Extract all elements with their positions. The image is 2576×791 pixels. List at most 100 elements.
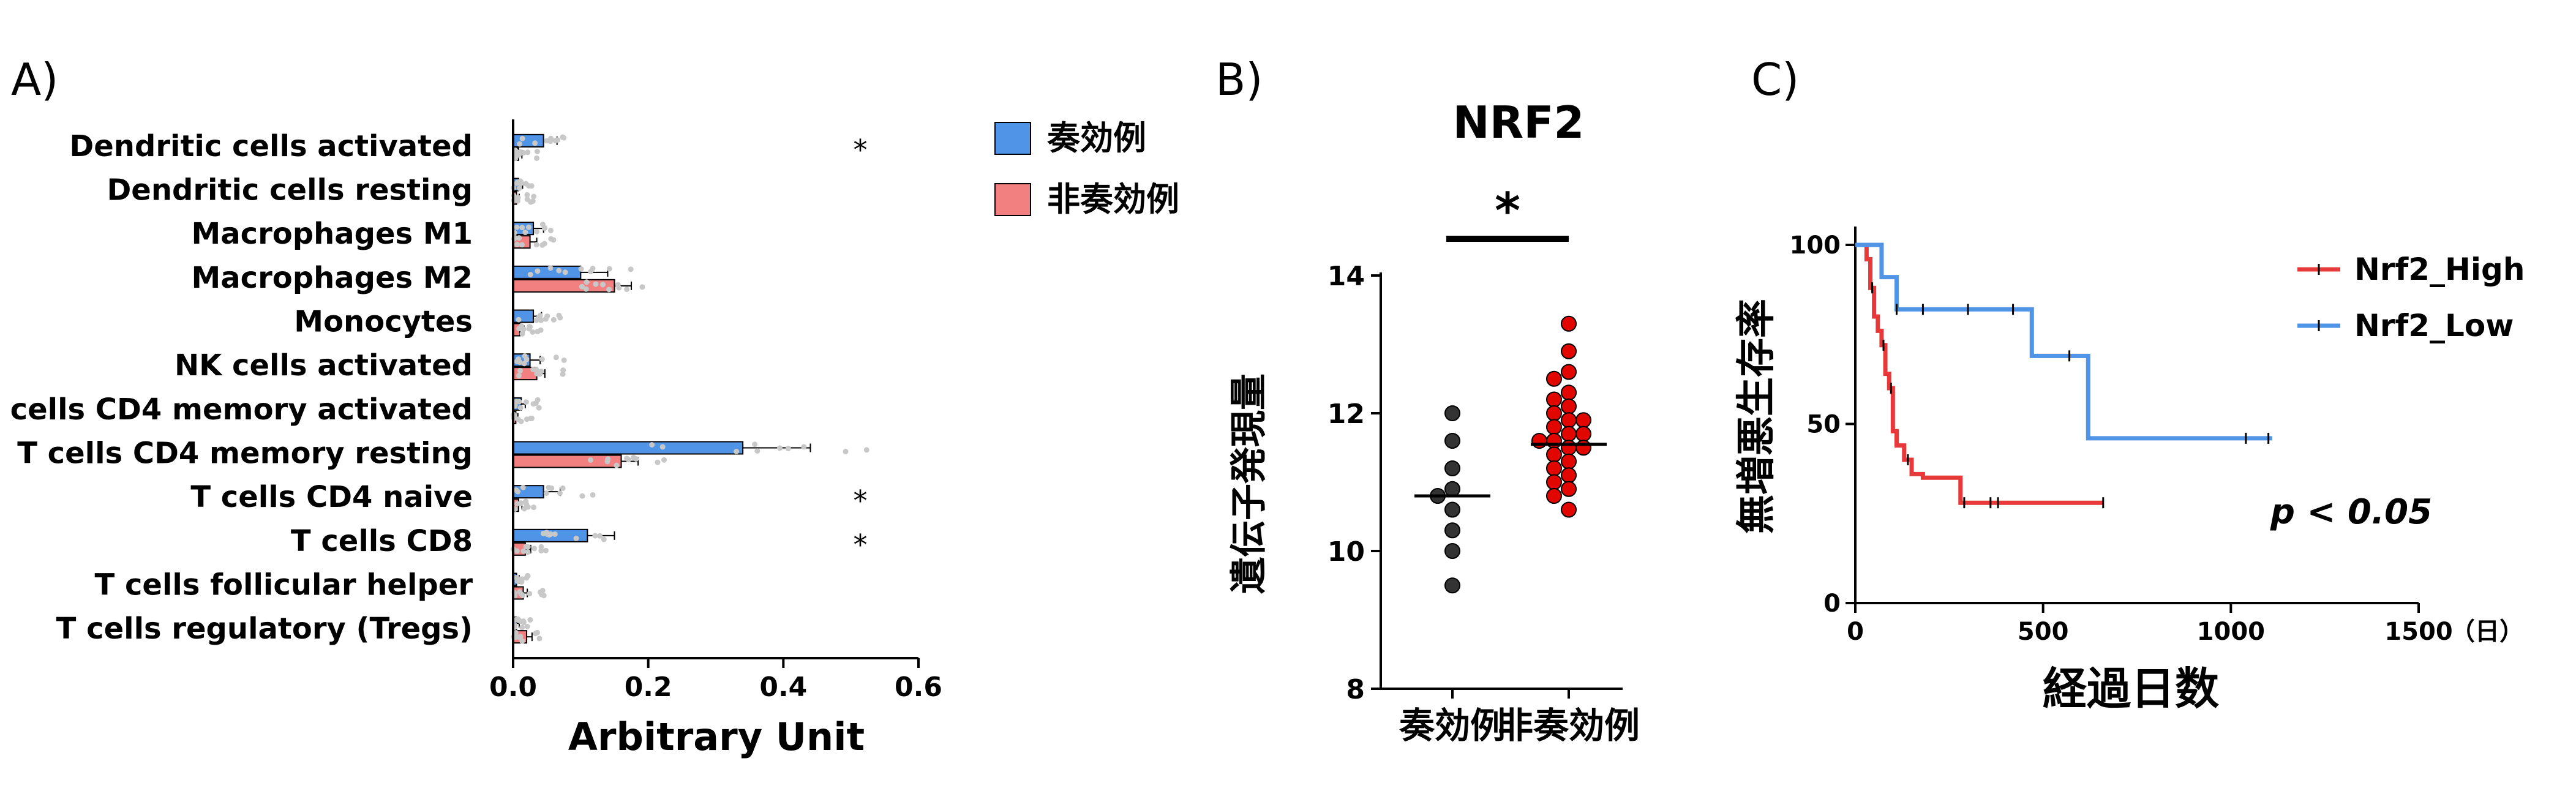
sample-dot (513, 154, 519, 160)
sample-dot (649, 441, 655, 448)
sample-dot (514, 501, 520, 507)
category-label: T cells regulatory (Tregs) (56, 612, 473, 646)
data-point (1546, 419, 1562, 435)
sample-dot (752, 441, 758, 448)
sample-dot (530, 198, 536, 204)
sample-dot (517, 634, 524, 640)
bar (513, 279, 615, 293)
sample-dot (525, 504, 531, 510)
sample-dot (517, 141, 523, 147)
legend-label: 非奏効例 (1047, 180, 1179, 219)
sample-dot (524, 623, 530, 629)
sample-dot (513, 399, 519, 405)
sample-dot (659, 444, 666, 450)
panel-label-c: C) (1751, 54, 1799, 105)
sample-dot (552, 531, 558, 537)
sample-dot (534, 228, 540, 234)
sample-dot (514, 578, 520, 584)
sample-dot (535, 329, 541, 335)
category-label: T cells follicular helper (95, 568, 473, 602)
sample-dot (523, 544, 529, 550)
sample-dot (522, 499, 528, 505)
survival-curve (1855, 242, 2103, 505)
sample-dot (547, 227, 554, 233)
data-point (1561, 364, 1577, 380)
sample-dot (519, 331, 525, 337)
y-tick-label: 50 (1806, 411, 1841, 439)
sample-dot (606, 287, 612, 293)
y-axis-title: 無増悪生存率 (1734, 299, 1779, 534)
sample-dot (593, 281, 599, 287)
sample-dot (548, 135, 554, 141)
sample-dot (633, 456, 639, 462)
data-point (1546, 405, 1562, 421)
sample-dot (516, 185, 522, 191)
sample-dot (524, 356, 530, 362)
sample-dot (863, 447, 869, 453)
category-label: T cells CD4 memory resting (17, 437, 473, 471)
sample-dot (516, 326, 522, 332)
data-point (1561, 315, 1577, 332)
sample-dot (562, 269, 568, 276)
sample-dot (536, 405, 542, 411)
sample-dot (543, 490, 549, 497)
sample-dot (524, 196, 530, 202)
data-point (1561, 481, 1577, 497)
data-point (1444, 543, 1460, 559)
sample-dot (614, 462, 620, 468)
sample-dot (655, 459, 661, 465)
sample-dot (525, 149, 531, 156)
category-label: Macrophages M1 (191, 217, 473, 251)
x-tick-label: 0 (1847, 618, 1864, 646)
category-label: NK cells activated (175, 348, 473, 383)
sample-dot (539, 356, 545, 362)
significance-marker: * (1495, 182, 1520, 239)
sample-dot (661, 457, 667, 463)
sample-dot (546, 484, 552, 490)
sample-dot (516, 235, 522, 241)
sample-dot (516, 373, 522, 379)
sample-dot (527, 591, 533, 597)
sample-dot (543, 316, 549, 322)
data-point (1444, 481, 1460, 497)
sample-dot (527, 324, 533, 330)
sample-dot (579, 283, 585, 290)
legend-label: 奏効例 (1047, 119, 1146, 157)
data-point (1561, 501, 1577, 518)
x-axis-title: Arbitrary Unit (568, 714, 865, 759)
sample-dot (517, 367, 524, 373)
sample-dot (519, 579, 525, 585)
sample-dot (533, 367, 539, 373)
data-point (1575, 425, 1591, 442)
sample-dot (525, 549, 531, 555)
legend-swatch (994, 122, 1031, 155)
data-point (1444, 501, 1460, 518)
sample-dot (520, 149, 527, 156)
sample-dot (524, 416, 530, 422)
sample-dot (527, 271, 533, 277)
x-tick-label: 0.4 (759, 672, 807, 703)
data-point (1546, 433, 1562, 449)
y-tick-label: 10 (1327, 536, 1365, 568)
sample-dot (520, 548, 527, 554)
legend-label: Nrf2_Low (2354, 308, 2514, 343)
sample-dot (534, 155, 540, 161)
sample-dot (583, 286, 589, 292)
sample-dot (547, 265, 554, 271)
y-tick-label: 0 (1823, 590, 1841, 618)
sample-dot (590, 492, 596, 498)
sample-dot (734, 448, 740, 454)
sample-dot (516, 317, 522, 323)
sample-dot (754, 448, 760, 454)
y-tick-label: 100 (1790, 231, 1841, 260)
data-point (1546, 474, 1562, 490)
x-tick-label: 奏効例 (1399, 705, 1506, 746)
sample-dot (519, 624, 525, 631)
p-value-annotation: p < 0.05 (2270, 492, 2432, 532)
y-tick-label: 12 (1327, 399, 1365, 430)
sample-dot (801, 444, 807, 450)
data-point (1444, 522, 1460, 539)
sample-dot (546, 532, 552, 538)
sample-dot (573, 535, 579, 541)
